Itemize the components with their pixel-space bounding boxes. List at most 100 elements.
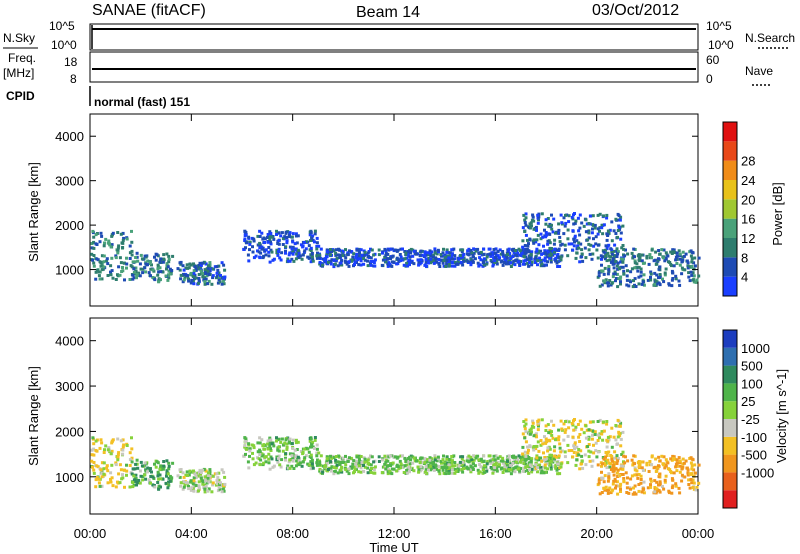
echo-cell xyxy=(613,272,617,276)
echo-cell xyxy=(637,473,641,476)
echo-cell xyxy=(605,247,609,251)
echo-cell xyxy=(690,467,694,471)
echo-cell xyxy=(278,463,282,467)
echo-cell xyxy=(369,256,373,260)
echo-cell xyxy=(612,260,616,263)
echo-cell xyxy=(258,448,262,452)
echo-cell xyxy=(629,280,632,284)
echo-cell xyxy=(639,274,643,278)
echo-cell xyxy=(554,438,557,442)
echo-cell xyxy=(135,462,139,466)
echo-cell xyxy=(139,253,143,257)
echo-cell xyxy=(660,248,664,252)
echo-cell xyxy=(372,261,376,265)
echo-cell xyxy=(408,470,411,474)
echo-cell xyxy=(424,258,428,262)
echo-cell xyxy=(592,451,596,455)
echo-cell xyxy=(258,246,262,250)
echo-cell xyxy=(550,223,553,227)
echo-cell xyxy=(692,274,696,278)
echo-cell xyxy=(554,455,558,459)
echo-cell xyxy=(675,251,679,255)
echo-cell xyxy=(182,278,186,282)
echo-cell xyxy=(603,464,607,468)
echo-cell xyxy=(671,484,675,488)
echo-cell xyxy=(619,231,623,235)
echo-cell xyxy=(534,256,538,260)
echo-cell xyxy=(318,260,322,264)
echo-cell xyxy=(630,267,634,271)
echo-cell xyxy=(603,462,607,465)
echo-cell xyxy=(347,456,351,460)
echo-cell xyxy=(690,257,694,261)
echo-cell xyxy=(604,244,608,248)
echo-cell xyxy=(608,258,612,262)
echo-cell xyxy=(258,441,262,445)
echo-cell xyxy=(576,216,580,220)
echo-cell xyxy=(536,440,540,444)
echo-cell xyxy=(153,278,157,282)
echo-cell xyxy=(461,254,465,257)
echo-cell xyxy=(304,454,308,458)
echo-cell xyxy=(279,465,283,469)
echo-cell xyxy=(612,229,616,233)
echo-cell xyxy=(578,433,582,436)
y-tick-label: 4000 xyxy=(55,334,84,349)
echo-cell xyxy=(674,274,678,278)
echo-cell xyxy=(448,264,451,268)
echo-cell xyxy=(267,452,271,456)
echo-cell xyxy=(285,236,289,239)
echo-cell xyxy=(640,259,644,263)
echo-cell xyxy=(580,248,584,252)
echo-cell xyxy=(258,241,262,245)
echo-cell xyxy=(350,258,354,262)
echo-cell xyxy=(664,267,668,271)
echo-cell xyxy=(98,240,102,244)
echo-cell xyxy=(524,422,528,426)
echo-cell xyxy=(609,283,613,287)
echo-cell xyxy=(98,277,102,281)
echo-cell xyxy=(121,269,125,273)
echo-cell xyxy=(469,263,473,267)
echo-cell xyxy=(596,213,600,217)
echo-cell xyxy=(583,453,587,457)
echo-cell xyxy=(514,460,518,464)
echo-cell xyxy=(461,470,465,474)
echo-cell xyxy=(318,462,322,466)
echo-cell xyxy=(384,464,388,468)
echo-cell xyxy=(264,455,268,459)
echo-cell xyxy=(215,472,219,476)
echo-cell xyxy=(627,491,631,495)
echo-cell xyxy=(211,267,215,271)
echo-cell xyxy=(633,473,637,477)
echo-cell xyxy=(640,490,644,494)
echo-cell xyxy=(591,433,594,437)
echo-cell xyxy=(579,255,583,259)
echo-cell xyxy=(411,254,415,258)
echo-cell xyxy=(381,458,384,462)
echo-cell xyxy=(367,456,371,460)
echo-cell xyxy=(517,247,521,251)
echo-cell xyxy=(90,459,94,463)
echo-cell xyxy=(579,242,583,246)
echo-cell xyxy=(244,233,247,237)
echo-cell xyxy=(501,250,505,253)
echo-cell xyxy=(614,438,618,442)
echo-cell xyxy=(393,248,397,252)
echo-cell xyxy=(512,247,516,251)
echo-cell xyxy=(315,463,319,467)
echo-cell xyxy=(494,454,498,458)
echo-cell xyxy=(598,436,601,440)
echo-cell xyxy=(658,276,662,279)
echo-cell xyxy=(653,479,657,483)
echo-cell xyxy=(492,454,496,458)
echo-cell xyxy=(631,492,635,496)
echo-cell xyxy=(194,476,198,480)
echo-cell xyxy=(277,449,281,453)
echo-cell xyxy=(612,479,616,483)
echo-cell xyxy=(217,264,221,268)
echo-cell xyxy=(267,246,271,249)
echo-cell xyxy=(131,273,135,277)
station-title: SANAE (fitACF) xyxy=(92,2,206,19)
echo-cell xyxy=(347,467,351,471)
